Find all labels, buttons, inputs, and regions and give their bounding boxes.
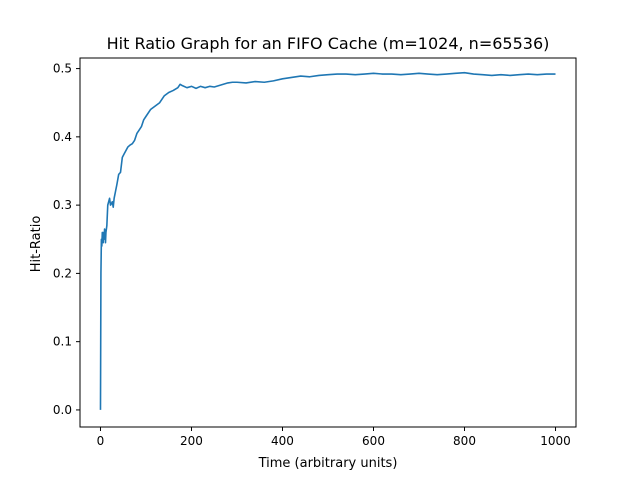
series-line	[99, 71, 556, 410]
y-tick-label: 0.1	[53, 335, 72, 349]
x-tick-label: 0	[97, 434, 105, 448]
y-tick-label: 0.4	[53, 130, 72, 144]
y-tick-label: 0.2	[53, 266, 72, 280]
y-tick-label: 0.0	[53, 403, 72, 417]
plot-area	[79, 57, 577, 428]
y-axis-ticks: 0.0 0.1 0.2 0.3 0.4 0.5	[53, 62, 80, 417]
chart-title: Hit Ratio Graph for an FIFO Cache (m=102…	[107, 34, 550, 53]
y-axis-label: Hit-Ratio	[29, 216, 44, 273]
x-tick-label: 600	[362, 434, 385, 448]
x-tick-label: 200	[180, 434, 203, 448]
x-tick-label: 800	[453, 434, 476, 448]
x-axis-label: Time (arbitrary units)	[258, 456, 398, 471]
y-tick-label: 0.5	[53, 62, 72, 76]
x-tick-label: 1000	[540, 434, 571, 448]
x-tick-label: 400	[271, 434, 294, 448]
x-axis-ticks: 0 200 400 600 800 1000	[97, 427, 571, 448]
y-tick-label: 0.3	[53, 198, 72, 212]
plot-frame	[79, 57, 577, 428]
